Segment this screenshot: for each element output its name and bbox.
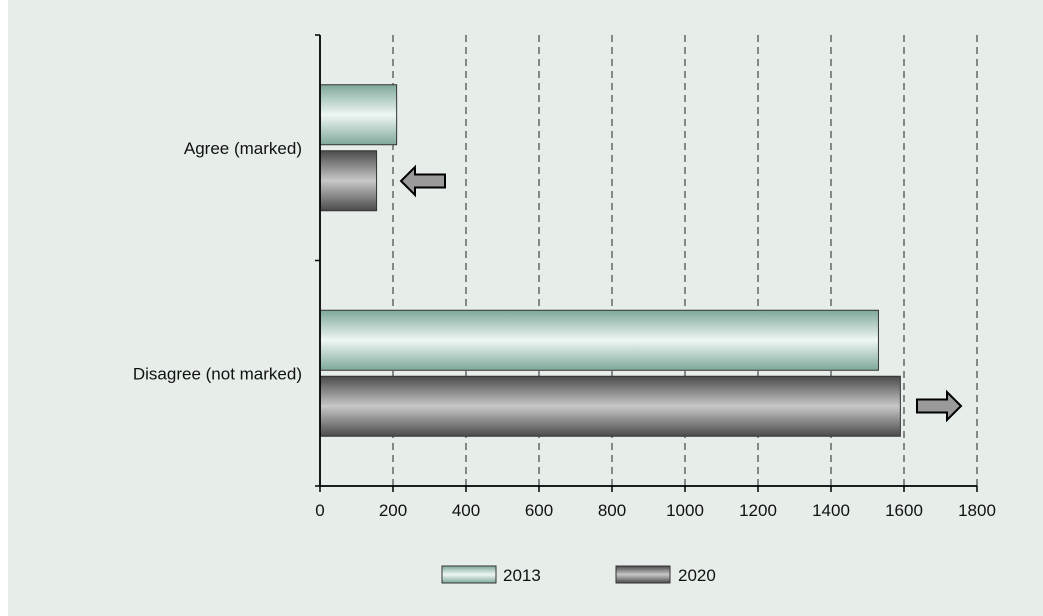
bar-2013-1 [319,309,879,371]
bar-2020-0 [319,150,378,212]
increase-arrow [916,389,963,423]
category-label: Disagree (not marked) [133,364,302,383]
decrease-arrow [399,164,446,198]
x-tick-label: 1200 [739,501,777,520]
legend-label-2013: 2013 [503,566,541,585]
x-tick-label: 800 [598,501,626,520]
x-tick-label: 600 [525,501,553,520]
x-tick-label: 400 [452,501,480,520]
x-tick-label: 200 [379,501,407,520]
x-tick-label: 1600 [885,501,923,520]
legend-swatch-2013 [441,565,497,584]
bar-2013-0 [319,84,398,146]
x-tick-label: 1800 [958,501,996,520]
bar-2020-1 [319,375,901,437]
chart-panel [8,0,1043,616]
category-label: Agree (marked) [184,139,302,158]
x-tick-label: 0 [315,501,324,520]
x-tick-label: 1000 [666,501,704,520]
legend-swatch-2020 [615,565,671,584]
legend-label-2020: 2020 [678,566,716,585]
x-tick-label: 1400 [812,501,850,520]
